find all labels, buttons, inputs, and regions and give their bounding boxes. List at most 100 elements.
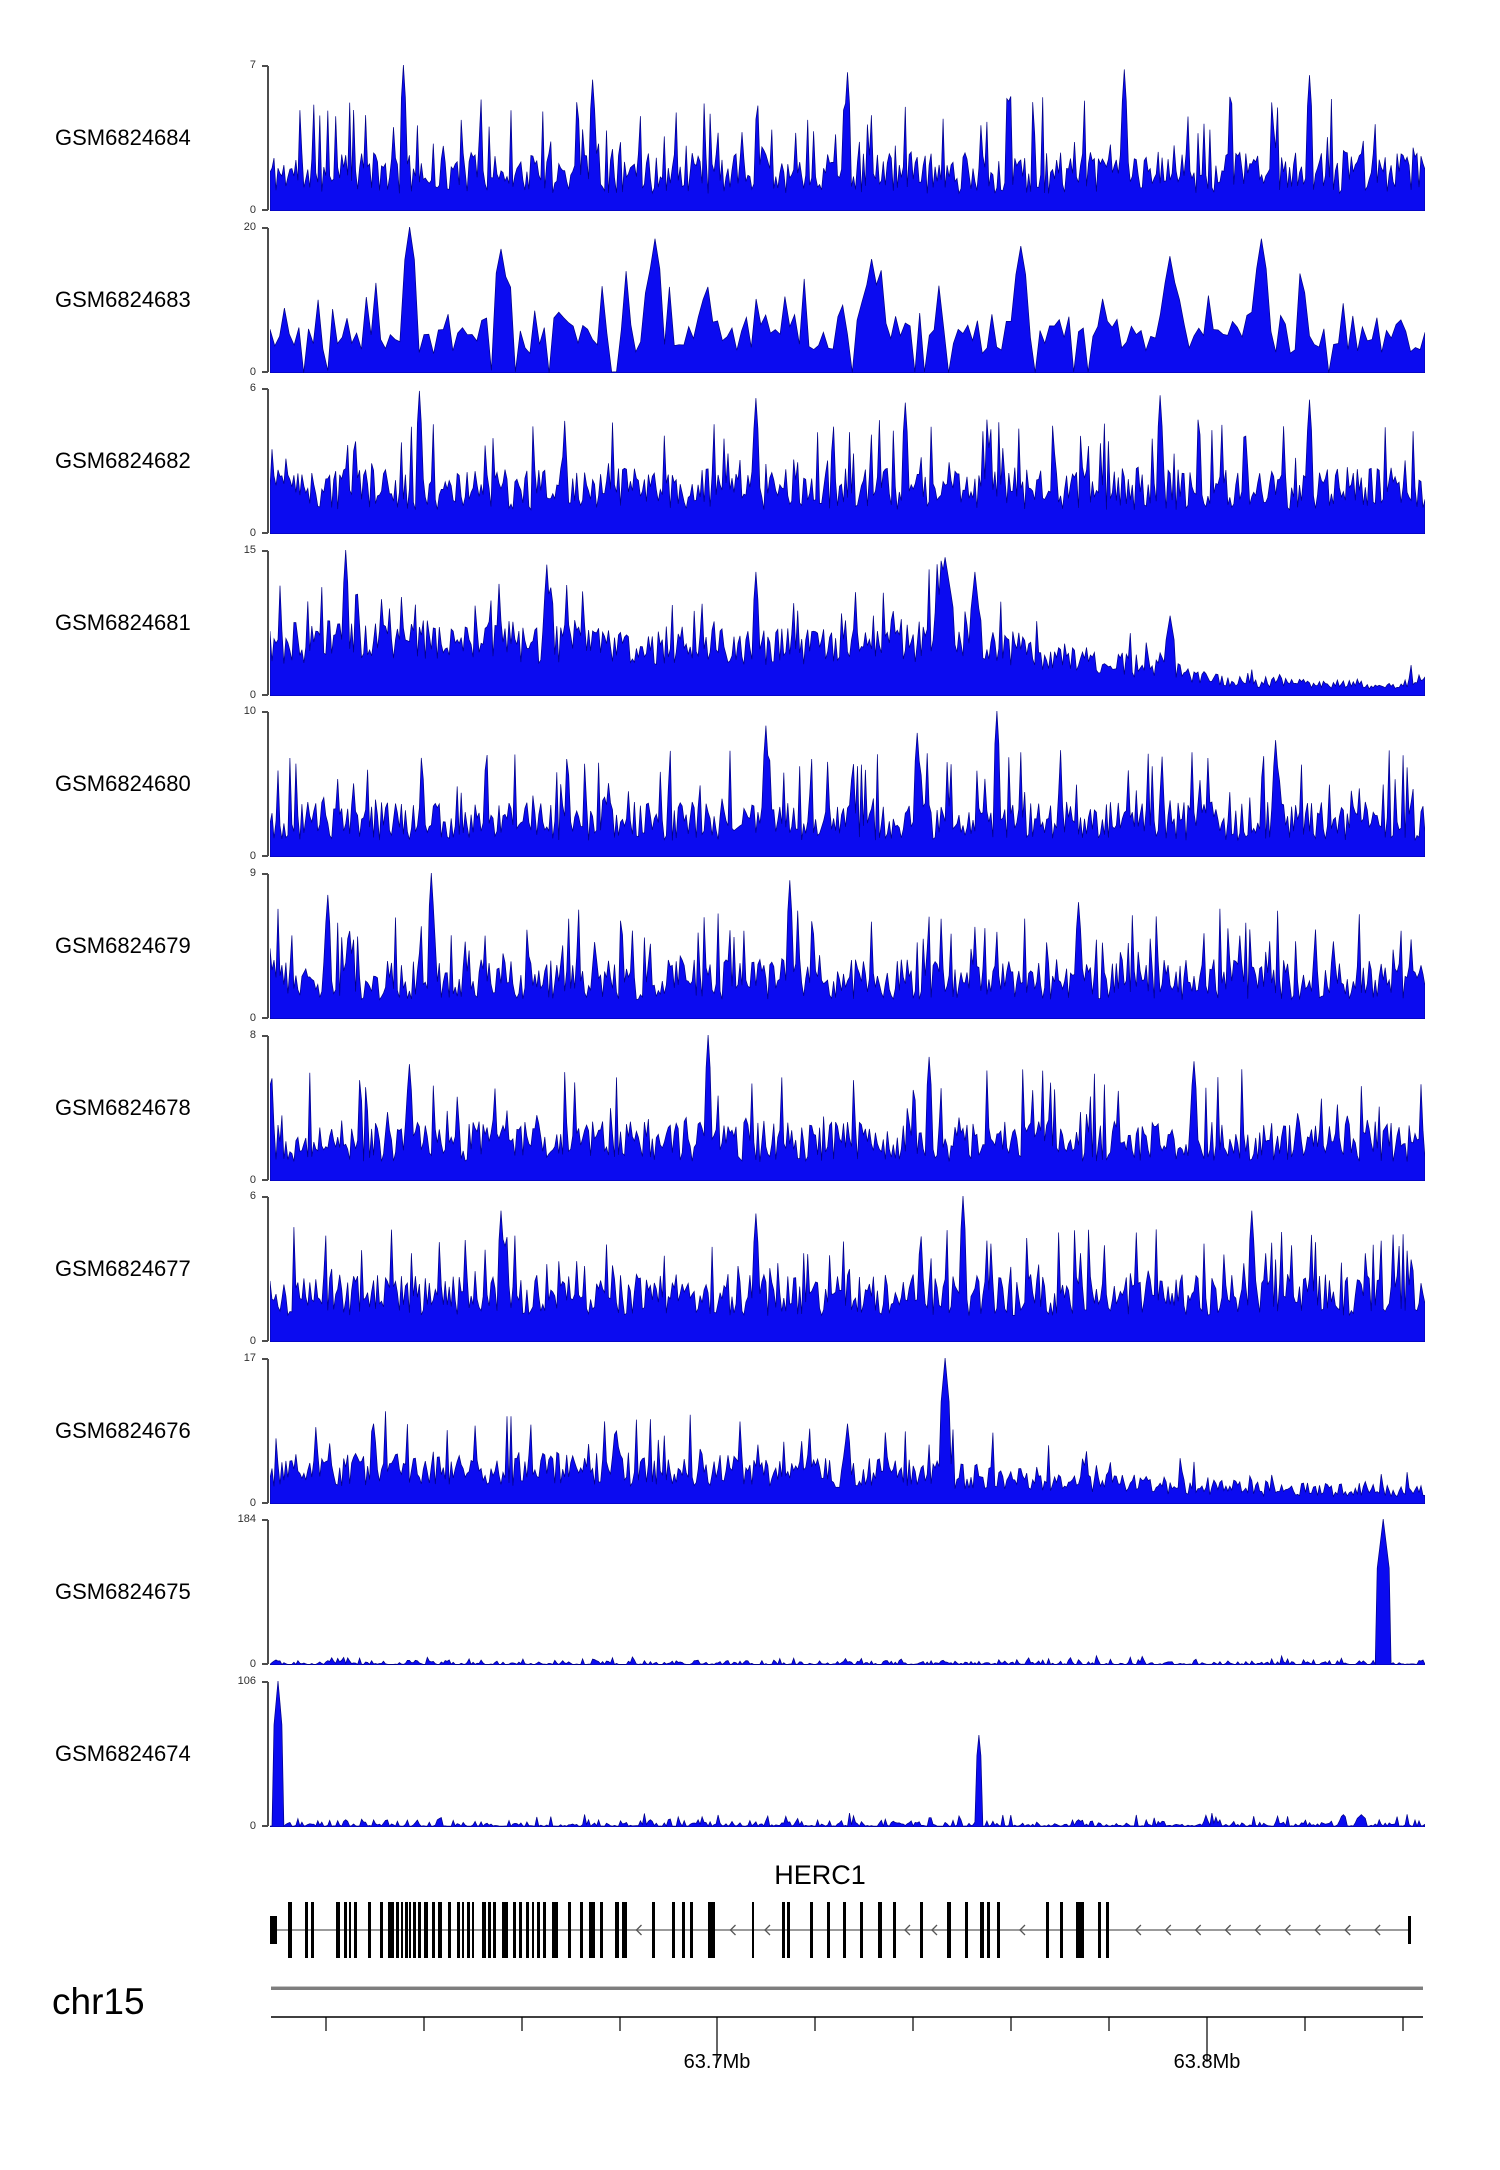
exon bbox=[860, 1902, 863, 1958]
range-line bbox=[271, 1986, 1423, 1990]
exon bbox=[396, 1902, 399, 1958]
exon bbox=[843, 1902, 846, 1958]
coverage-area-svg bbox=[269, 64, 1426, 212]
track-sample-label: GSM6824674 bbox=[55, 1741, 191, 1766]
track-sample-label: GSM6824675 bbox=[55, 1579, 191, 1604]
y-axis-svg bbox=[262, 1358, 269, 1504]
exon bbox=[288, 1902, 292, 1958]
strand-arrow-icon bbox=[1164, 1924, 1172, 1936]
strand-arrow-icon bbox=[729, 1924, 736, 1936]
exon bbox=[682, 1902, 685, 1958]
y-max-label: 9 bbox=[249, 867, 256, 879]
y-axis-svg bbox=[262, 388, 269, 534]
exon bbox=[1046, 1902, 1049, 1958]
exon bbox=[615, 1902, 619, 1958]
exon bbox=[349, 1902, 351, 1958]
exon bbox=[600, 1902, 603, 1958]
y-axis-svg bbox=[262, 1035, 269, 1181]
coverage-area-svg bbox=[269, 1518, 1426, 1666]
strand-arrow-icon bbox=[1194, 1924, 1202, 1936]
exon bbox=[519, 1902, 522, 1958]
track-y-axis bbox=[240, 227, 270, 373]
exon bbox=[1076, 1902, 1084, 1958]
coverage-track bbox=[269, 388, 1426, 535]
exon bbox=[893, 1902, 896, 1958]
y-axis-svg bbox=[262, 1196, 269, 1342]
coverage-track bbox=[269, 1034, 1426, 1182]
exon bbox=[810, 1902, 813, 1958]
strand-arrow-icon bbox=[635, 1924, 642, 1936]
axis-tick-label: 63.8Mb bbox=[1173, 2051, 1241, 2073]
strand-arrow-icon bbox=[1344, 1924, 1351, 1936]
y-axis-svg bbox=[262, 711, 269, 857]
coverage-area-svg bbox=[269, 710, 1426, 858]
exon bbox=[488, 1902, 491, 1958]
coverage-area-svg bbox=[269, 872, 1426, 1020]
coverage-track bbox=[269, 1680, 1426, 1828]
y-max-label: 10 bbox=[243, 705, 256, 717]
y-axis-svg bbox=[262, 65, 269, 211]
gene-model-track bbox=[0, 1896, 1500, 1966]
exon bbox=[580, 1902, 583, 1958]
exon bbox=[418, 1902, 421, 1958]
exon bbox=[752, 1902, 754, 1958]
exon bbox=[405, 1902, 408, 1958]
exon bbox=[997, 1902, 1000, 1958]
y-axis-svg bbox=[262, 550, 269, 696]
exon bbox=[537, 1902, 540, 1958]
exon bbox=[344, 1902, 347, 1958]
exon bbox=[368, 1902, 371, 1958]
y-max-label: 7 bbox=[249, 59, 256, 71]
y-zero-label: 0 bbox=[249, 1820, 256, 1832]
track-y-axis bbox=[240, 1681, 270, 1827]
coverage-track bbox=[269, 1195, 1426, 1343]
track-y-axis bbox=[240, 1196, 270, 1342]
y-zero-label: 0 bbox=[249, 689, 256, 701]
exon bbox=[987, 1902, 990, 1958]
y-axis-svg bbox=[262, 1681, 269, 1827]
coverage-area-svg bbox=[269, 549, 1426, 697]
gene-model-svg bbox=[270, 1902, 1411, 1958]
track-sample-label: GSM6824684 bbox=[55, 125, 191, 150]
exon bbox=[472, 1902, 474, 1958]
exon bbox=[388, 1902, 394, 1958]
y-axis-svg bbox=[262, 227, 269, 373]
exon bbox=[401, 1902, 403, 1958]
exon bbox=[708, 1902, 715, 1958]
axis-tick-label: 63.7Mb bbox=[683, 2051, 751, 2073]
coverage-area-svg bbox=[269, 226, 1426, 374]
exon bbox=[1098, 1902, 1101, 1958]
exon bbox=[672, 1902, 675, 1958]
y-axis-svg bbox=[262, 1519, 269, 1665]
exon bbox=[690, 1902, 693, 1958]
exon bbox=[409, 1902, 411, 1958]
exon bbox=[947, 1902, 951, 1958]
track-y-axis bbox=[240, 873, 270, 1019]
exon bbox=[502, 1902, 508, 1958]
y-zero-label: 0 bbox=[249, 1012, 256, 1024]
y-zero-label: 0 bbox=[249, 366, 256, 378]
exon bbox=[305, 1902, 308, 1958]
strand-arrow-icon bbox=[904, 1924, 911, 1936]
exon bbox=[432, 1902, 435, 1958]
strand-arrow-icon bbox=[1134, 1924, 1142, 1936]
strand-arrow-icon bbox=[764, 1924, 771, 1936]
y-max-label: 6 bbox=[249, 1190, 256, 1202]
y-max-label: 6 bbox=[249, 382, 256, 394]
exon bbox=[787, 1902, 790, 1958]
coverage-track bbox=[269, 64, 1426, 212]
coverage-area-svg bbox=[269, 390, 1426, 535]
exon bbox=[462, 1902, 464, 1958]
exon bbox=[622, 1902, 627, 1958]
track-sample-label: GSM6824682 bbox=[55, 448, 191, 473]
track-y-axis bbox=[240, 1519, 270, 1665]
exon bbox=[552, 1902, 558, 1958]
exon bbox=[1106, 1902, 1109, 1958]
y-max-label: 17 bbox=[243, 1352, 256, 1364]
track-sample-label: GSM6824678 bbox=[55, 1095, 191, 1120]
strand-arrow-icon bbox=[931, 1924, 938, 1936]
coverage-track bbox=[269, 1518, 1426, 1666]
strand-arrow-icon bbox=[1374, 1924, 1381, 1936]
strand-arrow-icon bbox=[1224, 1924, 1232, 1936]
